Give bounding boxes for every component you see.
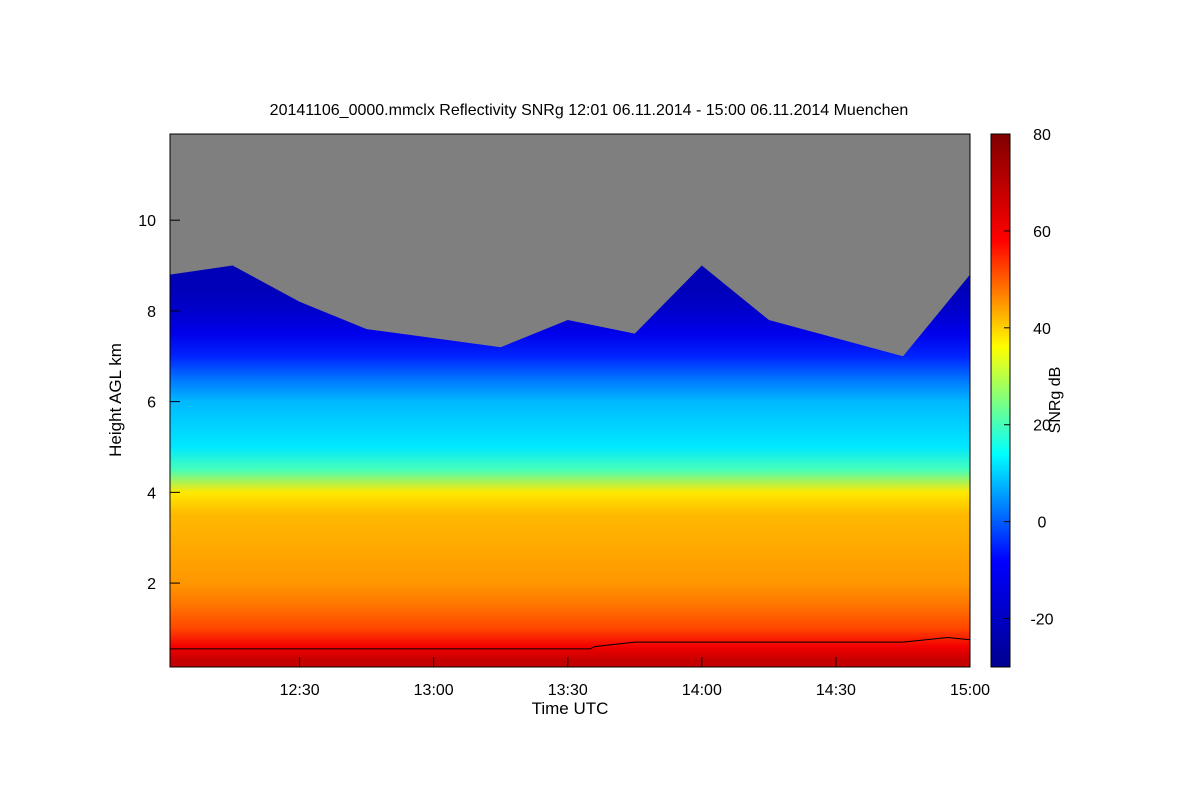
y-tick-label: 10 [138, 213, 156, 230]
y-tick-label: 2 [147, 576, 156, 593]
x-tick-label: 14:00 [682, 682, 722, 699]
colorbar-label: SNRg dB [1047, 367, 1064, 434]
x-tick-label: 13:00 [414, 682, 454, 699]
x-axis-label: Time UTC [532, 699, 609, 718]
y-tick-label: 6 [147, 395, 156, 412]
x-tick-label: 15:00 [950, 682, 990, 699]
colorbar [990, 133, 1011, 668]
colorbar-tick-label: 20 [1033, 418, 1051, 435]
colorbar-axis: -20 0 20 40 60 80 [1004, 127, 1054, 629]
x-axis: 12:30 13:00 13:30 14:00 14:30 15:00 [280, 657, 990, 699]
y-axis-label: Height AGL km [106, 343, 125, 457]
y-tick-label: 8 [147, 304, 156, 321]
colorbar-tick-label: -20 [1030, 612, 1053, 629]
colorbar-tick-label: 80 [1033, 127, 1051, 144]
plot-area [170, 134, 970, 667]
plot-frame [169, 133, 971, 668]
x-tick-label: 14:30 [816, 682, 856, 699]
melting-layer-line [170, 636, 970, 650]
x-tick-label: 13:30 [548, 682, 588, 699]
colorbar-tick-label: 60 [1033, 224, 1051, 241]
x-tick-label: 12:30 [280, 682, 320, 699]
colorbar-tick-label: 40 [1033, 321, 1051, 338]
colorbar-tick-label: 0 [1038, 515, 1047, 532]
chart-title: 20141106_0000.mmclx Reflectivity SNRg 12… [270, 102, 909, 119]
y-tick-label: 4 [147, 485, 156, 502]
y-axis: 2 4 6 8 10 [138, 213, 180, 593]
echo-field [170, 265, 970, 667]
